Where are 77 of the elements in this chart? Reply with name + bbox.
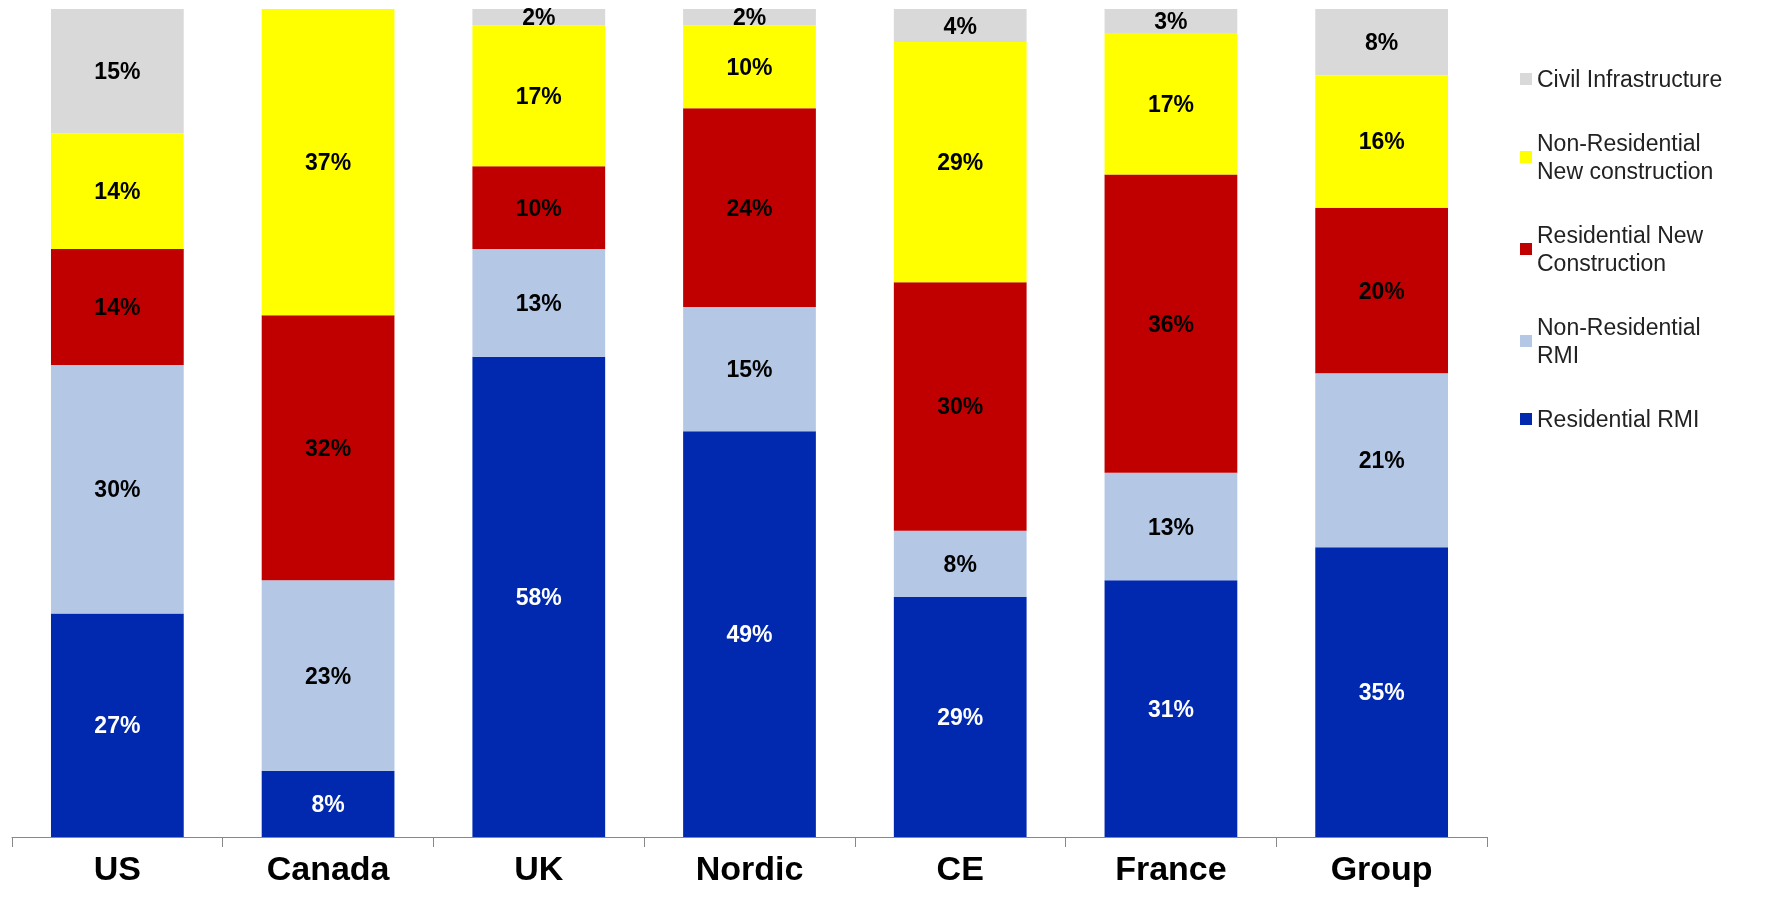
bar xyxy=(893,596,1027,837)
legend-label: Non-Residential RMI xyxy=(1537,314,1708,368)
data-label: 10% xyxy=(515,194,562,221)
data-label: 17% xyxy=(1147,91,1194,118)
bar xyxy=(1104,580,1238,837)
bar xyxy=(472,166,606,250)
x-tick-label: CE xyxy=(936,849,984,887)
bar xyxy=(261,580,395,771)
legend-label: Non-Residential New construction xyxy=(1537,130,1714,184)
data-label: 27% xyxy=(94,712,141,739)
data-label: 13% xyxy=(515,289,562,316)
bar xyxy=(683,25,816,109)
bar xyxy=(1315,373,1449,548)
data-label: 2% xyxy=(732,4,767,31)
bar xyxy=(1315,547,1449,837)
data-label: 16% xyxy=(1358,128,1405,155)
data-label: 13% xyxy=(1147,513,1194,540)
data-label: 20% xyxy=(1358,277,1405,304)
data-label: 30% xyxy=(937,393,984,420)
legend-label: Civil Infrastructure xyxy=(1537,66,1723,92)
bar xyxy=(893,42,1027,283)
data-label: 17% xyxy=(515,82,562,109)
x-tick-label: UK xyxy=(514,849,564,887)
x-tick-label: Group xyxy=(1330,849,1433,887)
bar xyxy=(1104,174,1238,473)
bar xyxy=(472,25,606,167)
data-label: 29% xyxy=(937,703,984,730)
x-tick-label: Nordic xyxy=(695,849,804,887)
bar xyxy=(261,315,395,581)
data-label: 29% xyxy=(937,149,984,176)
data-label: 37% xyxy=(305,149,352,176)
bar xyxy=(50,9,184,134)
x-tick-label: US xyxy=(93,849,141,887)
data-label: 24% xyxy=(726,194,773,221)
bar xyxy=(50,613,184,837)
data-label: 8% xyxy=(943,550,977,577)
data-label: 8% xyxy=(1365,29,1399,56)
bar xyxy=(50,249,184,366)
data-label: 36% xyxy=(1147,310,1194,337)
bar xyxy=(472,356,606,837)
bar xyxy=(50,365,184,614)
data-label: 15% xyxy=(726,356,773,383)
bar xyxy=(683,431,816,837)
data-label: 14% xyxy=(94,178,141,205)
data-label: 49% xyxy=(726,621,773,648)
bar xyxy=(1315,75,1449,208)
bar xyxy=(261,770,395,837)
data-label: 35% xyxy=(1358,679,1405,706)
bar xyxy=(472,249,606,357)
data-label: 14% xyxy=(94,294,141,321)
data-label: 10% xyxy=(726,53,773,80)
data-label: 8% xyxy=(311,790,345,817)
data-label: 58% xyxy=(515,583,562,610)
data-label: 32% xyxy=(305,434,352,461)
bar xyxy=(50,133,184,250)
data-label: 23% xyxy=(305,662,352,689)
data-label: 3% xyxy=(1154,8,1188,35)
data-label: 4% xyxy=(943,12,977,39)
legend-label: Residential RMI xyxy=(1537,406,1700,432)
x-tick-label: France xyxy=(1115,849,1227,887)
data-label: 30% xyxy=(94,476,141,503)
bar xyxy=(893,530,1027,597)
legend-label: Residential New Construction xyxy=(1537,222,1710,276)
bar xyxy=(683,307,816,432)
bar xyxy=(1104,33,1238,175)
bar xyxy=(893,9,1027,43)
bar xyxy=(1104,472,1238,581)
data-label: 31% xyxy=(1147,695,1194,722)
bar xyxy=(893,282,1027,531)
data-label: 21% xyxy=(1358,447,1405,474)
x-tick-label: Canada xyxy=(266,849,391,887)
bar xyxy=(1315,9,1449,76)
data-label: 15% xyxy=(94,58,141,85)
bar xyxy=(683,108,816,308)
bar xyxy=(1315,207,1449,374)
bar xyxy=(261,9,395,316)
data-label: 2% xyxy=(522,4,556,31)
